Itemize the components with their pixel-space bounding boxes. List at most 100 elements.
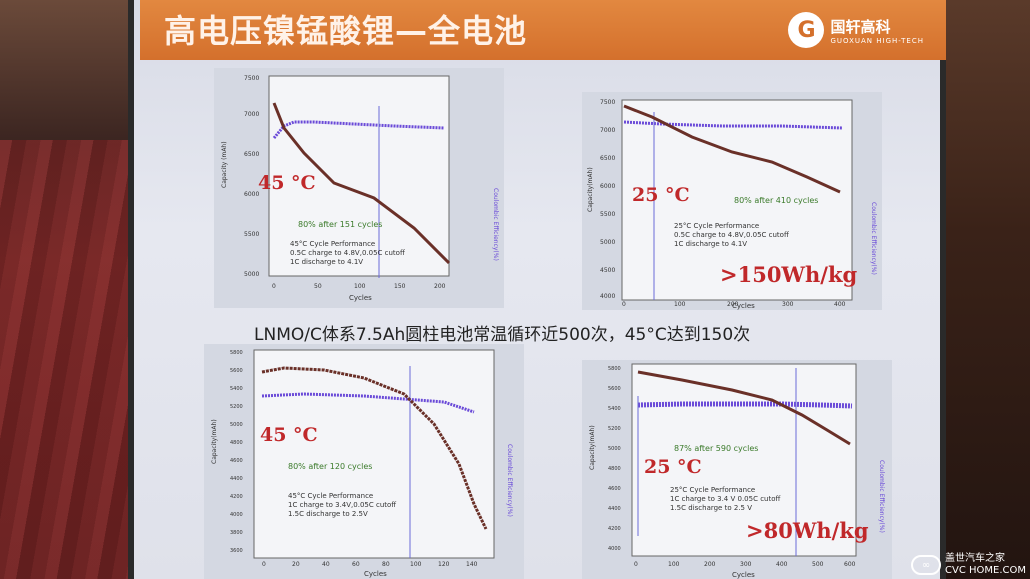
y-tick-labels: 7500 7000 6500 6000 5500 5000	[244, 75, 259, 278]
test-conditions: 25°C Cycle Performance 0.5C charge to 4.8…	[674, 222, 789, 248]
retention-note: 87% after 590 cycles	[674, 444, 759, 453]
chart-top-right-plot: Cycles Capacity(mAh) Coulombic Efficienc…	[587, 99, 877, 310]
svg-text:3600: 3600	[230, 548, 243, 554]
svg-text:5600: 5600	[608, 386, 621, 392]
temperature-label: 45 °C	[260, 424, 318, 446]
svg-text:5400: 5400	[608, 406, 621, 412]
svg-text:7500: 7500	[244, 75, 259, 82]
svg-text:4000: 4000	[230, 512, 243, 518]
room-background-right	[940, 0, 1030, 579]
y2-axis-label: Coulombic Efficiency(%)	[492, 188, 499, 261]
svg-text:100: 100	[668, 561, 680, 568]
slide-title: 高电压镍锰酸锂—全电池	[164, 12, 528, 50]
svg-text:300: 300	[740, 561, 752, 568]
svg-text:Coulombic Efficiency(%): Coulombic Efficiency(%)	[870, 202, 877, 275]
svg-text:5200: 5200	[230, 404, 243, 410]
svg-text:7000: 7000	[600, 127, 615, 134]
chart-top-right: Cycles Capacity(mAh) Coulombic Efficienc…	[582, 92, 882, 310]
chart-top-left-plot: Cycles Capacity (mAh) Coulombic Efficien…	[221, 75, 499, 302]
svg-text:0: 0	[262, 561, 266, 568]
curtain	[0, 140, 130, 579]
watermark-en: CVC HOME.COM	[945, 565, 1026, 576]
svg-text:Capacity(mAh): Capacity(mAh)	[211, 419, 218, 464]
x-tick-labels: 0 50 100 150 200	[272, 283, 446, 290]
svg-text:3800: 3800	[230, 530, 243, 536]
temperature-label: 25 °C	[644, 456, 702, 478]
svg-text:400: 400	[834, 301, 846, 308]
temperature-label: 45 °C	[258, 172, 316, 194]
svg-text:4600: 4600	[608, 486, 621, 492]
svg-text:4600: 4600	[230, 458, 243, 464]
svg-text:6500: 6500	[600, 155, 615, 162]
svg-text:100: 100	[674, 301, 686, 308]
svg-text:80: 80	[382, 561, 390, 568]
svg-text:7500: 7500	[600, 99, 615, 106]
y-axis-label: Capacity (mAh)	[221, 141, 228, 188]
watermark-logo-icon: ∞	[911, 555, 942, 575]
svg-text:6500: 6500	[244, 151, 259, 158]
svg-text:200: 200	[704, 561, 716, 568]
svg-text:5800: 5800	[230, 350, 243, 356]
svg-text:600: 600	[844, 561, 856, 568]
svg-text:40: 40	[322, 561, 330, 568]
site-watermark: ∞ 盖世汽车之家 CVC HOME.COM	[911, 553, 1026, 577]
test-conditions: 45°C Cycle Performance 0.5C charge to 4.8…	[290, 240, 405, 266]
svg-text:Cycles: Cycles	[732, 302, 755, 310]
svg-text:7000: 7000	[244, 111, 259, 118]
svg-text:400: 400	[776, 561, 788, 568]
svg-text:Coulombic Efficiency(%): Coulombic Efficiency(%)	[878, 460, 885, 533]
svg-text:6000: 6000	[244, 191, 259, 198]
slide-title-bar: 高电压镍锰酸锂—全电池 G 国轩高科 GUOXUAN HIGH-TECH	[140, 0, 946, 60]
test-conditions: 25°C Cycle Performance 1C charge to 3.4 V…	[670, 486, 781, 512]
svg-text:4000: 4000	[608, 546, 621, 552]
svg-text:4400: 4400	[230, 476, 243, 482]
svg-text:5000: 5000	[230, 422, 243, 428]
svg-text:0: 0	[634, 561, 638, 568]
svg-text:5000: 5000	[244, 271, 259, 278]
svg-text:150: 150	[394, 283, 406, 290]
svg-text:4800: 4800	[230, 440, 243, 446]
svg-text:120: 120	[438, 561, 450, 568]
svg-text:5400: 5400	[230, 386, 243, 392]
svg-text:300: 300	[782, 301, 794, 308]
svg-text:500: 500	[812, 561, 824, 568]
svg-text:60: 60	[352, 561, 360, 568]
svg-text:Capacity(mAh): Capacity(mAh)	[589, 425, 596, 470]
temperature-label: 25 °C	[632, 184, 690, 206]
chart-bottom-left: Cycles Capacity(mAh) Coulombic Efficienc…	[204, 344, 524, 579]
svg-text:5000: 5000	[600, 239, 615, 246]
svg-text:4400: 4400	[608, 506, 621, 512]
retention-note: 80% after 151 cycles	[298, 220, 383, 229]
chart-bottom-left-plot: Cycles Capacity(mAh) Coulombic Efficienc…	[211, 349, 513, 578]
svg-text:5800: 5800	[608, 366, 621, 372]
company-logo: G 国轩高科 GUOXUAN HIGH-TECH	[788, 12, 924, 48]
svg-text:200: 200	[727, 301, 739, 308]
watermark-cn: 盖世汽车之家	[945, 553, 1006, 564]
slide-caption: LNMO/C体系7.5Ah圆柱电池常温循环近500次，45°C达到150次	[254, 325, 751, 345]
svg-text:Cycles: Cycles	[364, 570, 387, 578]
energy-density-badge: >150Wh/kg	[720, 262, 858, 287]
svg-text:4000: 4000	[600, 293, 615, 300]
svg-text:4800: 4800	[608, 466, 621, 472]
svg-text:5000: 5000	[608, 446, 621, 452]
svg-text:200: 200	[434, 283, 446, 290]
projection-screen: 高电压镍锰酸锂—全电池 G 国轩高科 GUOXUAN HIGH-TECH Cyc…	[128, 0, 946, 579]
test-conditions: 45°C Cycle Performance 1C charge to 3.4V,…	[288, 492, 397, 518]
chart-top-left: Cycles Capacity (mAh) Coulombic Efficien…	[214, 68, 504, 308]
svg-text:Capacity(mAh): Capacity(mAh)	[587, 167, 594, 212]
svg-text:4200: 4200	[608, 526, 621, 532]
svg-text:0: 0	[622, 301, 626, 308]
svg-text:140: 140	[466, 561, 478, 568]
svg-text:0: 0	[272, 283, 276, 290]
svg-text:4500: 4500	[600, 267, 615, 274]
svg-text:100: 100	[410, 561, 422, 568]
chart-bottom-right: Cycles Capacity(mAh) Coulombic Efficienc…	[582, 360, 892, 579]
svg-text:5500: 5500	[244, 231, 259, 238]
logo-icon: G	[788, 12, 825, 48]
svg-text:20: 20	[292, 561, 300, 568]
svg-text:50: 50	[314, 283, 322, 290]
svg-text:5600: 5600	[230, 368, 243, 374]
logo-name: 国轩高科	[830, 17, 891, 36]
svg-text:6000: 6000	[600, 183, 615, 190]
svg-text:5500: 5500	[600, 211, 615, 218]
